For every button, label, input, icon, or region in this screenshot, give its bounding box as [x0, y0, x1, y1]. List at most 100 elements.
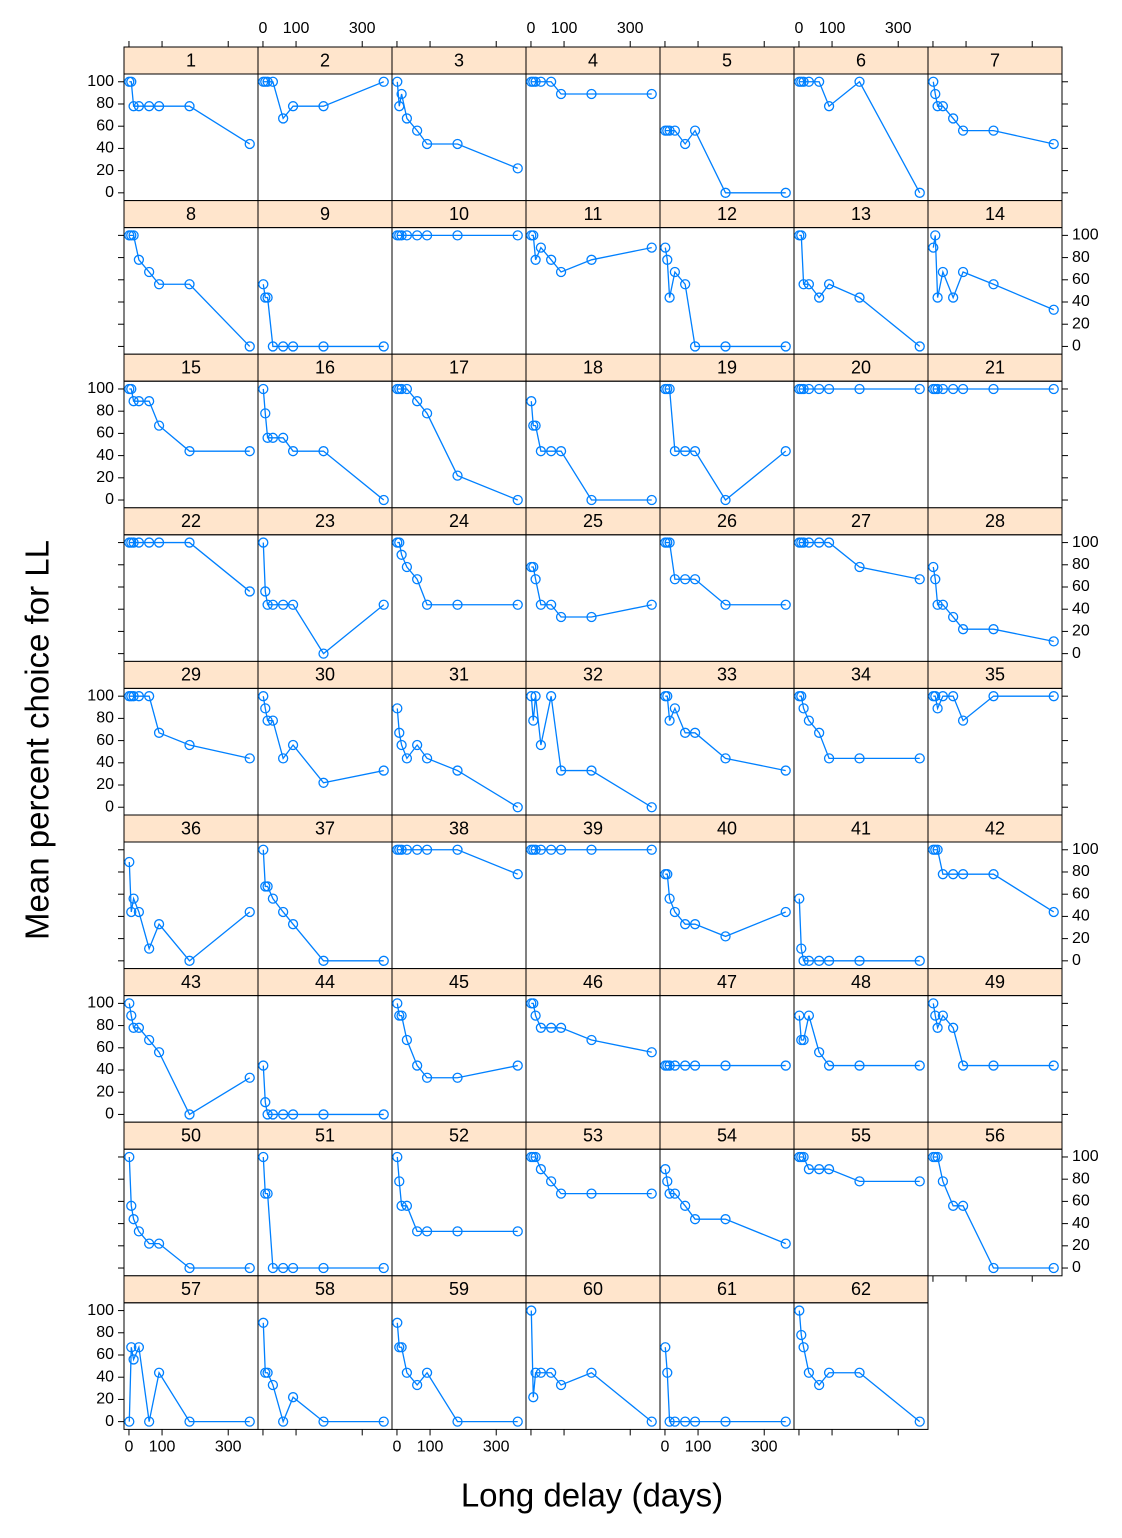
data-point	[258, 1151, 269, 1163]
panel	[927, 380, 1063, 509]
data-point	[957, 715, 969, 726]
strip-label: 32	[583, 665, 603, 685]
data-point	[1048, 1060, 1059, 1071]
data-point	[932, 292, 943, 303]
data-line	[664, 247, 786, 348]
data-point	[689, 125, 701, 136]
strip-label: 2	[320, 50, 330, 70]
data-point	[260, 586, 271, 597]
data-point	[512, 230, 523, 241]
panel	[123, 1302, 259, 1430]
strip-label: 46	[583, 972, 603, 992]
data-point	[720, 1214, 731, 1225]
data-point	[392, 76, 403, 87]
data-point	[669, 1416, 681, 1427]
y-tick-label: 80	[96, 95, 114, 112]
data-point	[1048, 636, 1059, 647]
strip-label: 44	[315, 972, 335, 992]
x-tick-label: 100	[685, 1439, 712, 1456]
data-point	[780, 446, 791, 457]
data-point	[401, 753, 413, 764]
data-point	[669, 703, 681, 714]
data-point	[535, 1022, 547, 1033]
data-point	[318, 1109, 329, 1120]
data-point	[586, 611, 597, 623]
y-tick-label: 0	[105, 1413, 114, 1430]
panel	[659, 227, 795, 355]
panel	[525, 73, 661, 202]
panel	[525, 841, 661, 970]
data-point	[669, 266, 681, 278]
data-point	[545, 691, 557, 702]
data-point	[244, 446, 255, 457]
data-point	[530, 254, 541, 265]
data-point	[287, 101, 299, 112]
data-point	[798, 383, 809, 395]
data-point	[720, 494, 731, 506]
data-point	[780, 906, 791, 918]
data-line	[129, 81, 251, 145]
data-point	[143, 1238, 155, 1249]
strip	[123, 814, 259, 843]
data-point	[720, 931, 731, 942]
strip	[391, 353, 527, 382]
data-line	[262, 696, 384, 784]
data-line	[932, 1003, 1054, 1067]
data-point	[720, 753, 731, 764]
data-point	[555, 88, 567, 100]
data-point	[128, 893, 139, 904]
strip-label: 22	[181, 511, 201, 531]
data-point	[664, 893, 675, 904]
data-point	[988, 1262, 999, 1274]
data-point	[530, 574, 541, 585]
data-point	[914, 341, 925, 352]
data-point	[133, 254, 145, 265]
strip-label: 6	[856, 50, 866, 70]
data-point	[528, 715, 539, 726]
data-point	[452, 1226, 463, 1237]
data-point	[1048, 691, 1059, 702]
data-point	[545, 1176, 557, 1187]
data-point	[378, 599, 389, 610]
strip	[123, 353, 259, 382]
data-point	[258, 279, 269, 290]
data-point	[452, 470, 463, 481]
data-point	[143, 691, 155, 702]
data-point	[689, 574, 701, 585]
strip-label: 57	[181, 1279, 201, 1299]
strip	[793, 507, 929, 536]
data-point	[512, 599, 523, 610]
data-point	[679, 727, 691, 738]
y-tick-label: 60	[96, 732, 114, 749]
strip-label: 25	[583, 511, 603, 531]
data-line	[530, 401, 652, 501]
x-tick-label: 100	[819, 20, 846, 37]
data-point	[244, 1072, 255, 1083]
data-point	[184, 1109, 195, 1120]
data-point	[318, 1416, 329, 1427]
y-tick-label: 80	[1072, 1170, 1090, 1187]
data-point	[947, 869, 959, 880]
strip	[123, 46, 259, 75]
data-point	[124, 998, 135, 1009]
panel	[257, 1302, 393, 1430]
panel	[525, 1302, 661, 1430]
data-point	[664, 1416, 675, 1427]
strip	[257, 1121, 393, 1150]
y-tick-label: 20	[1072, 1237, 1090, 1254]
data-point	[669, 1060, 681, 1071]
data-point	[124, 856, 135, 868]
panel	[659, 995, 795, 1123]
y-tick-label: 40	[1072, 908, 1090, 925]
data-point	[526, 691, 537, 702]
data-point	[545, 844, 557, 855]
data-point	[287, 1262, 299, 1274]
data-point	[421, 1367, 433, 1378]
data-point	[586, 88, 597, 100]
data-point	[664, 292, 675, 303]
y-tick-label: 40	[96, 447, 114, 464]
strip-label: 40	[717, 818, 737, 838]
y-tick-label: 40	[96, 1368, 114, 1385]
data-line	[262, 1065, 384, 1116]
data-point	[530, 691, 541, 702]
